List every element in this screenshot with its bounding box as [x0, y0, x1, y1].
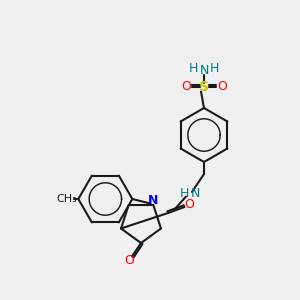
Text: H: H [189, 62, 198, 76]
Text: CH₃: CH₃ [56, 194, 77, 204]
Text: N: N [199, 64, 209, 77]
Text: O: O [124, 254, 134, 268]
Text: H: H [180, 187, 189, 200]
Text: O: O [217, 80, 227, 94]
Text: N: N [148, 194, 158, 207]
Text: O: O [181, 80, 191, 94]
Text: H: H [210, 62, 219, 76]
Text: O: O [184, 197, 194, 211]
Text: S: S [199, 80, 209, 94]
Text: N: N [190, 187, 200, 200]
